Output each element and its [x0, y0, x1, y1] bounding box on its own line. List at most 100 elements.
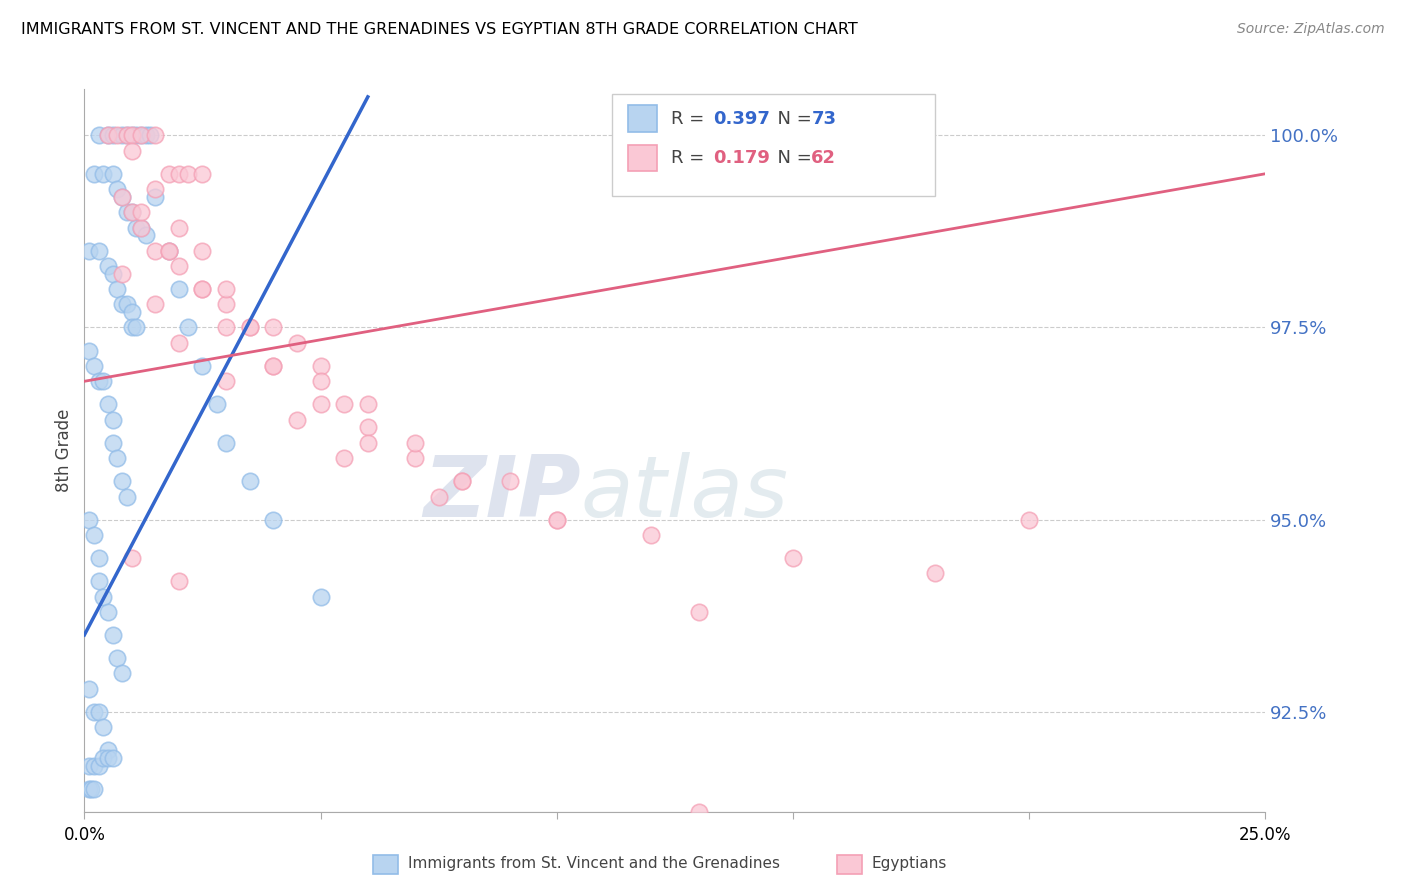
- Point: [91, 751, 114, 765]
- Y-axis label: 8th Grade: 8th Grade: [55, 409, 73, 492]
- Text: R =: R =: [671, 110, 710, 128]
- Point: [115, 128, 138, 143]
- Text: ZIP: ZIP: [423, 452, 581, 535]
- Point: [97, 397, 120, 411]
- Point: [215, 320, 238, 334]
- Point: [129, 128, 152, 143]
- Point: [157, 167, 180, 181]
- Point: [101, 128, 124, 143]
- Point: [309, 590, 332, 604]
- Point: [83, 167, 105, 181]
- Point: [101, 167, 124, 181]
- Point: [215, 282, 238, 296]
- Point: [87, 128, 110, 143]
- Point: [115, 297, 138, 311]
- Point: [91, 167, 114, 181]
- Point: [239, 474, 262, 488]
- Text: Immigrants from St. Vincent and the Grenadines: Immigrants from St. Vincent and the Gren…: [408, 856, 780, 871]
- Point: [111, 267, 134, 281]
- Point: [498, 474, 520, 488]
- Point: [111, 297, 134, 311]
- Point: [135, 128, 157, 143]
- Text: N =: N =: [766, 149, 818, 167]
- Point: [157, 244, 180, 258]
- Point: [215, 435, 238, 450]
- Point: [215, 297, 238, 311]
- Point: [191, 167, 214, 181]
- Point: [125, 220, 148, 235]
- Point: [91, 720, 114, 734]
- Point: [111, 474, 134, 488]
- Point: [87, 551, 110, 566]
- Point: [87, 574, 110, 588]
- Point: [451, 474, 474, 488]
- Point: [285, 413, 308, 427]
- Point: [91, 374, 114, 388]
- Point: [546, 513, 568, 527]
- Point: [129, 220, 152, 235]
- Point: [191, 282, 214, 296]
- Point: [107, 451, 129, 466]
- Point: [167, 220, 190, 235]
- Text: 25.0%: 25.0%: [1239, 826, 1292, 844]
- Point: [91, 590, 114, 604]
- Point: [77, 758, 100, 772]
- Point: [121, 205, 143, 219]
- Point: [167, 282, 190, 296]
- Point: [111, 666, 134, 681]
- Point: [135, 228, 157, 243]
- Point: [167, 167, 190, 181]
- Point: [143, 190, 166, 204]
- Point: [191, 244, 214, 258]
- Text: IMMIGRANTS FROM ST. VINCENT AND THE GRENADINES VS EGYPTIAN 8TH GRADE CORRELATION: IMMIGRANTS FROM ST. VINCENT AND THE GREN…: [21, 22, 858, 37]
- Text: 73: 73: [811, 110, 837, 128]
- Point: [125, 128, 148, 143]
- Point: [115, 490, 138, 504]
- Point: [167, 259, 190, 273]
- Point: [97, 128, 120, 143]
- Point: [115, 205, 138, 219]
- Point: [125, 320, 148, 334]
- Point: [87, 374, 110, 388]
- Point: [357, 435, 380, 450]
- Point: [139, 128, 162, 143]
- Point: [404, 451, 426, 466]
- Point: [1018, 513, 1040, 527]
- Point: [97, 605, 120, 619]
- Point: [688, 605, 710, 619]
- Text: atlas: atlas: [581, 452, 789, 535]
- Point: [167, 335, 190, 350]
- Text: N =: N =: [766, 110, 818, 128]
- Point: [404, 435, 426, 450]
- Point: [101, 267, 124, 281]
- Point: [262, 320, 284, 334]
- Point: [107, 282, 129, 296]
- Point: [191, 359, 214, 373]
- Point: [97, 128, 120, 143]
- Point: [121, 128, 143, 143]
- Point: [239, 320, 262, 334]
- Point: [924, 566, 946, 581]
- Text: 62: 62: [811, 149, 837, 167]
- Point: [309, 397, 332, 411]
- Point: [77, 781, 100, 796]
- Point: [101, 628, 124, 642]
- Point: [143, 244, 166, 258]
- Point: [121, 144, 143, 158]
- Point: [77, 244, 100, 258]
- Point: [97, 743, 120, 757]
- Text: Source: ZipAtlas.com: Source: ZipAtlas.com: [1237, 22, 1385, 37]
- Point: [87, 705, 110, 719]
- Point: [101, 435, 124, 450]
- Point: [333, 451, 356, 466]
- Point: [121, 320, 143, 334]
- Point: [262, 513, 284, 527]
- Point: [262, 359, 284, 373]
- Point: [357, 420, 380, 434]
- Point: [121, 551, 143, 566]
- Point: [129, 205, 152, 219]
- Point: [107, 182, 129, 196]
- Point: [121, 128, 143, 143]
- Point: [115, 128, 138, 143]
- Point: [101, 751, 124, 765]
